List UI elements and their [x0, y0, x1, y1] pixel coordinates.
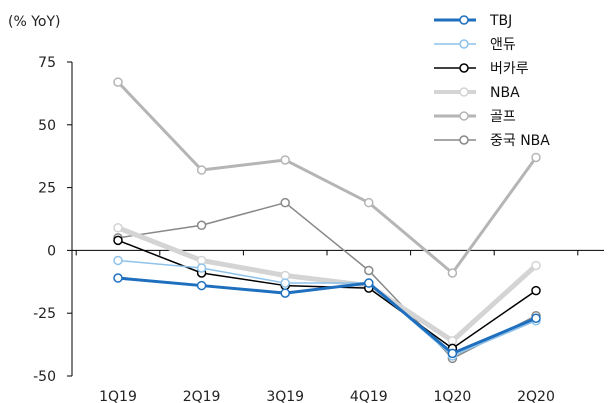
data-point: [113, 223, 123, 233]
series-line: [117, 225, 538, 344]
legend-swatch-marker: [459, 63, 469, 73]
axes: 75 50 25 0 -25 -50 1Q19 2Q19 3Q19 4Q19 1Q20 2Q20: [33, 55, 604, 403]
x-tick-label: 1Q19: [99, 389, 137, 403]
x-tick-label: 2Q20: [517, 389, 555, 403]
legend-item: 앤듀: [434, 37, 516, 53]
data-point: [531, 260, 541, 271]
data-point: [280, 278, 290, 288]
legend-label: 중국 NBA: [490, 133, 550, 149]
legend-label: TBJ: [489, 13, 512, 29]
series-layer: [113, 77, 541, 364]
data-point: [280, 288, 290, 298]
data-point: [196, 220, 207, 231]
y-tick-label: -50: [33, 369, 56, 385]
legend-swatch-marker: [459, 111, 469, 121]
x-tick-label: 3Q19: [266, 389, 304, 403]
data-point: [280, 197, 290, 208]
series-line: [117, 201, 537, 360]
legend-swatch-marker: [459, 87, 469, 97]
series-1: [113, 273, 541, 359]
legend-label: 버카루: [490, 61, 529, 77]
legend-label: NBA: [490, 85, 520, 101]
y-tick-label: -25: [33, 306, 56, 322]
data-point: [364, 265, 374, 276]
data-point: [113, 77, 123, 87]
y-tick-label: 25: [38, 181, 56, 197]
legend-item: 버카루: [434, 61, 529, 77]
y-tick-label: 0: [47, 243, 56, 259]
data-point: [113, 235, 123, 246]
data-point: [531, 152, 541, 163]
series-line: [117, 239, 537, 350]
legend-label: 골프: [490, 109, 516, 125]
y-unit-label: (% YoY): [8, 14, 61, 30]
data-point: [113, 255, 123, 266]
legend-swatch-marker: [459, 135, 469, 145]
data-point: [447, 268, 458, 278]
legend-label: 앤듀: [490, 37, 516, 53]
x-tick-label: 4Q19: [350, 389, 388, 403]
data-point: [280, 155, 290, 165]
data-point: [364, 278, 374, 288]
data-point: [364, 197, 374, 208]
legend-item: 중국 NBA: [434, 133, 550, 149]
series-line: [117, 259, 537, 357]
legend-item: NBA: [434, 85, 520, 101]
legend-swatch-marker: [459, 15, 469, 25]
legend-item: 골프: [434, 109, 516, 125]
series-5: [113, 77, 541, 278]
data-point: [113, 273, 123, 283]
data-point: [196, 263, 207, 273]
y-tick-label: 75: [38, 55, 56, 71]
x-tick-label: 2Q19: [183, 389, 221, 403]
data-point: [196, 280, 207, 291]
data-point: [531, 313, 541, 323]
data-point: [531, 285, 541, 296]
series-line: [116, 81, 538, 275]
series-line: [117, 276, 537, 355]
x-tick-label: 1Q20: [434, 389, 472, 403]
legend-swatch-marker: [459, 39, 469, 49]
legend-item: TBJ: [434, 13, 512, 29]
data-point: [196, 165, 207, 175]
data-point: [447, 348, 458, 359]
y-tick-label: 50: [38, 118, 56, 134]
